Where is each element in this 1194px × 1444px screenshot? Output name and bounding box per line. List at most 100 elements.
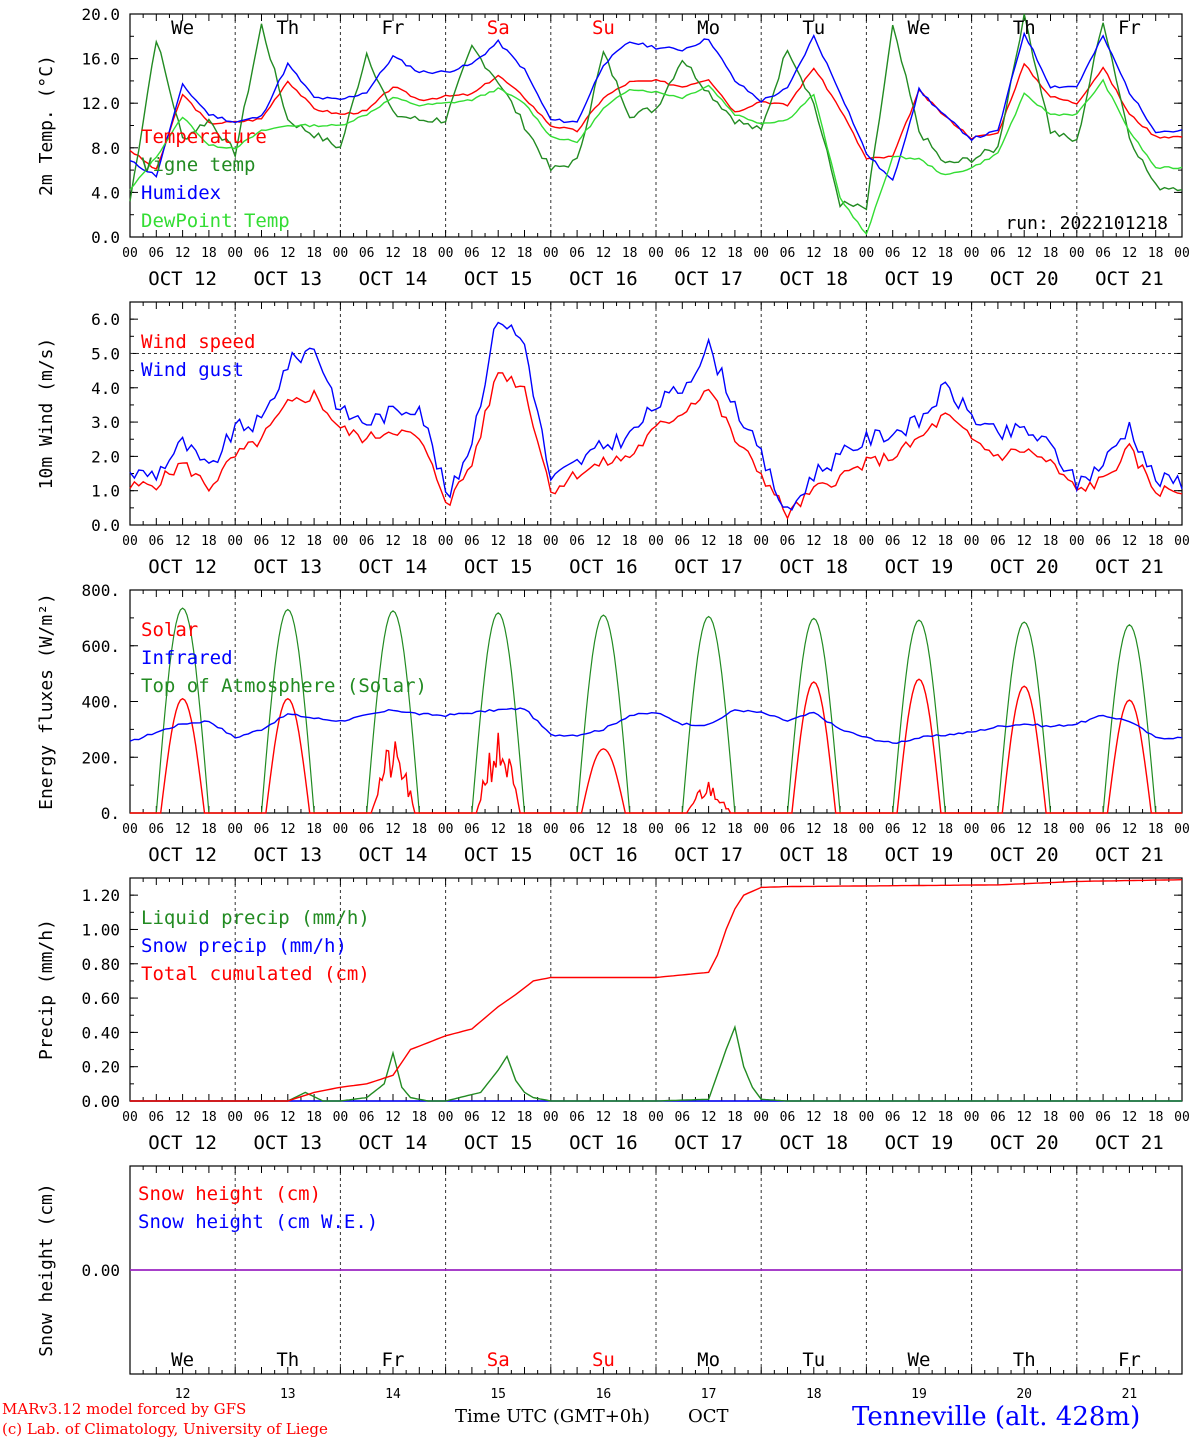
x-hour-label: 12 <box>806 822 822 837</box>
x-hour-label: 00 <box>1069 822 1085 837</box>
x-hour-label: 06 <box>569 1110 585 1125</box>
x-hour-label: 12 <box>175 822 191 837</box>
x-hour-label: 18 <box>937 246 953 261</box>
month-label: OCT <box>688 1406 729 1427</box>
x-date-label: OCT 14 <box>359 844 428 866</box>
x-hour-label: 18 <box>832 1110 848 1125</box>
legend-entry: Snow precip (mm/h) <box>141 935 347 957</box>
x-hour-label: 18 <box>201 822 217 837</box>
day-number-label: 16 <box>596 1387 612 1402</box>
x-hour-label: 00 <box>543 534 559 549</box>
x-hour-label: 00 <box>438 822 454 837</box>
legend-entry: Humidex <box>141 182 221 204</box>
weekday-label: Th <box>276 17 299 39</box>
x-hour-label: 00 <box>227 1110 243 1125</box>
x-hour-label: 06 <box>674 1110 690 1125</box>
x-date-label: OCT 19 <box>885 268 954 290</box>
x-hour-label: 00 <box>859 534 875 549</box>
legend-entry: Snow height (cm W.E.) <box>138 1211 378 1233</box>
x-hour-label: 00 <box>964 822 980 837</box>
x-date-label: OCT 16 <box>569 556 638 578</box>
x-date-label: OCT 15 <box>464 268 533 290</box>
x-hour-label: 06 <box>148 822 164 837</box>
x-hour-label: 12 <box>911 822 927 837</box>
y-axis-label: 10m Wind (m/s) <box>36 338 57 490</box>
panel-4 <box>129 877 1183 1102</box>
x-hour-label: 00 <box>227 534 243 549</box>
x-hour-label: 06 <box>254 246 270 261</box>
weekday-label-bottom: We <box>908 1349 931 1371</box>
weekday-label: Fr <box>382 17 405 39</box>
x-hour-label: 18 <box>832 534 848 549</box>
weekday-label: We <box>908 17 931 39</box>
x-hour-label: 00 <box>227 246 243 261</box>
x-hour-label: 12 <box>280 1110 296 1125</box>
x-hour-label: 06 <box>359 822 375 837</box>
x-hour-label: 12 <box>385 246 401 261</box>
x-date-label: OCT 15 <box>464 556 533 578</box>
x-hour-label: 00 <box>859 1110 875 1125</box>
x-date-label: OCT 12 <box>148 1132 217 1154</box>
x-hour-label: 06 <box>1095 1110 1111 1125</box>
x-hour-label: 12 <box>175 1110 191 1125</box>
x-hour-label: 18 <box>622 246 638 261</box>
x-hour-label: 00 <box>964 534 980 549</box>
x-hour-label: 00 <box>333 1110 349 1125</box>
x-hour-label: 00 <box>753 1110 769 1125</box>
weekday-label-bottom: Fr <box>1118 1349 1141 1371</box>
x-date-label: OCT 18 <box>779 556 848 578</box>
x-hour-label: 06 <box>780 822 796 837</box>
x-hour-label: 18 <box>727 822 743 837</box>
x-hour-label: 00 <box>1174 1110 1190 1125</box>
x-hour-label: 06 <box>674 246 690 261</box>
legend-entry: Total cumulated (cm) <box>141 963 370 985</box>
x-date-label: OCT 20 <box>990 268 1059 290</box>
x-hour-label: 06 <box>1095 822 1111 837</box>
x-hour-label: 18 <box>411 1110 427 1125</box>
y-tick-label: 4.0 <box>91 183 120 202</box>
x-hour-label: 18 <box>727 534 743 549</box>
x-date-label: OCT 19 <box>885 556 954 578</box>
x-hour-label: 06 <box>885 534 901 549</box>
x-hour-label: 06 <box>254 534 270 549</box>
series-total-cumulated <box>130 879 1183 1102</box>
credit-line-1: MARv3.12 model forced by GFS <box>2 1400 247 1418</box>
x-hour-label: 18 <box>1148 1110 1164 1125</box>
x-hour-label: 18 <box>306 246 322 261</box>
x-date-label: OCT 18 <box>779 268 848 290</box>
x-hour-label: 00 <box>1069 246 1085 261</box>
x-date-label: OCT 12 <box>148 844 217 866</box>
x-hour-label: 06 <box>254 1110 270 1125</box>
x-hour-label: 12 <box>911 246 927 261</box>
weekday-label-bottom: We <box>171 1349 194 1371</box>
x-hour-label: 18 <box>727 246 743 261</box>
x-hour-label: 18 <box>1043 534 1059 549</box>
x-hour-label: 00 <box>1174 534 1190 549</box>
weekday-label: We <box>171 17 194 39</box>
x-date-label: OCT 17 <box>674 844 743 866</box>
x-hour-label: 12 <box>806 1110 822 1125</box>
weekday-label-bottom: Th <box>1013 1349 1036 1371</box>
y-tick-label: 5.0 <box>91 344 120 363</box>
x-date-label: OCT 21 <box>1095 844 1164 866</box>
x-hour-label: 06 <box>780 246 796 261</box>
x-hour-label: 12 <box>701 822 717 837</box>
x-hour-label: 06 <box>780 1110 796 1125</box>
x-hour-label: 18 <box>832 246 848 261</box>
panel-5 <box>129 1165 1183 1375</box>
x-hour-label: 18 <box>622 534 638 549</box>
x-hour-label: 00 <box>964 246 980 261</box>
x-hour-label: 06 <box>148 1110 164 1125</box>
x-hour-label: 00 <box>964 1110 980 1125</box>
x-hour-label: 06 <box>464 534 480 549</box>
y-tick-label: 2.0 <box>91 447 120 466</box>
x-date-label: OCT 21 <box>1095 556 1164 578</box>
y-tick-label: 1.0 <box>91 482 120 501</box>
x-date-label: OCT 20 <box>990 556 1059 578</box>
x-hour-label: 06 <box>464 1110 480 1125</box>
x-hour-label: 12 <box>1016 1110 1032 1125</box>
x-hour-label: 18 <box>306 534 322 549</box>
y-tick-label: 16.0 <box>81 50 120 69</box>
x-hour-label: 18 <box>517 822 533 837</box>
